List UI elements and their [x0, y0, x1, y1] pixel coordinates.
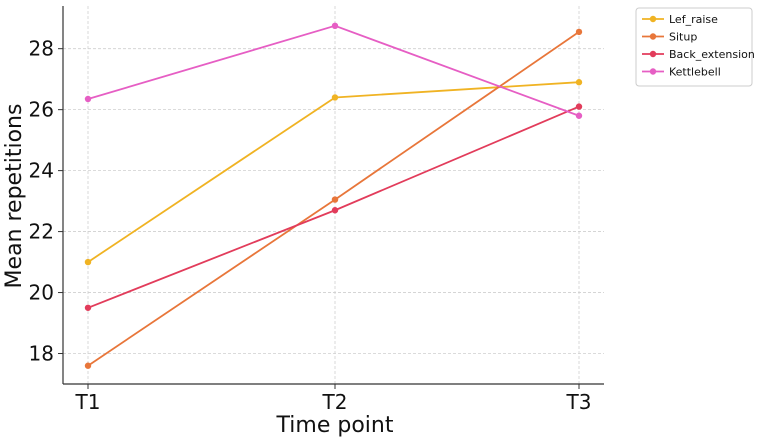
legend-label: Back_extension: [669, 48, 755, 61]
axes: [58, 6, 604, 389]
legend-swatch-marker: [649, 68, 657, 75]
x-tick-label: T3: [566, 390, 592, 414]
series-line-kettlebell: [87, 24, 580, 117]
y-tick-label: 18: [29, 342, 54, 366]
data-point-kettlebell: [84, 95, 92, 103]
y-tick-label: 22: [29, 220, 54, 244]
data-point-lef_raise: [84, 258, 92, 266]
data-point-back_extension: [331, 207, 339, 214]
x-tick-label: T2: [322, 390, 348, 414]
grid: [63, 6, 604, 384]
legend-box: [635, 7, 753, 87]
data-point-back_extension: [84, 304, 92, 311]
data-point-situp: [575, 28, 583, 36]
legend-label: Situp: [669, 31, 697, 44]
legend-swatch-marker: [649, 33, 657, 40]
x-tick-label: T1: [75, 390, 101, 414]
legend: Lef_raise Situp Back_extension Kettlebell: [635, 7, 755, 87]
y-tick-label: 24: [29, 159, 54, 183]
data-point-lef_raise: [331, 94, 339, 101]
tick-labels: 18 20 22 24 26 28 T1 T2 T3: [29, 37, 592, 414]
data-point-lef_raise: [575, 79, 583, 86]
legend-swatch-marker: [649, 15, 657, 23]
y-tick-label: 26: [29, 98, 54, 122]
y-axis-title: Mean repetitions: [2, 104, 27, 289]
data-point-situp: [331, 196, 339, 203]
x-axis-title: Time point: [276, 413, 394, 438]
series-lines: [84, 22, 583, 369]
series-line-lef_raise: [87, 81, 580, 263]
y-tick-label: 28: [29, 37, 54, 61]
y-tick-label: 20: [29, 281, 54, 305]
legend-label: Lef_raise: [669, 13, 718, 26]
data-point-situp: [84, 362, 92, 369]
series-line-back_extension: [87, 105, 580, 309]
data-point-kettlebell: [575, 112, 583, 119]
data-point-back_extension: [575, 103, 583, 110]
legend-label: Kettlebell: [669, 66, 721, 79]
data-point-kettlebell: [331, 22, 339, 30]
legend-swatch-marker: [649, 50, 657, 58]
